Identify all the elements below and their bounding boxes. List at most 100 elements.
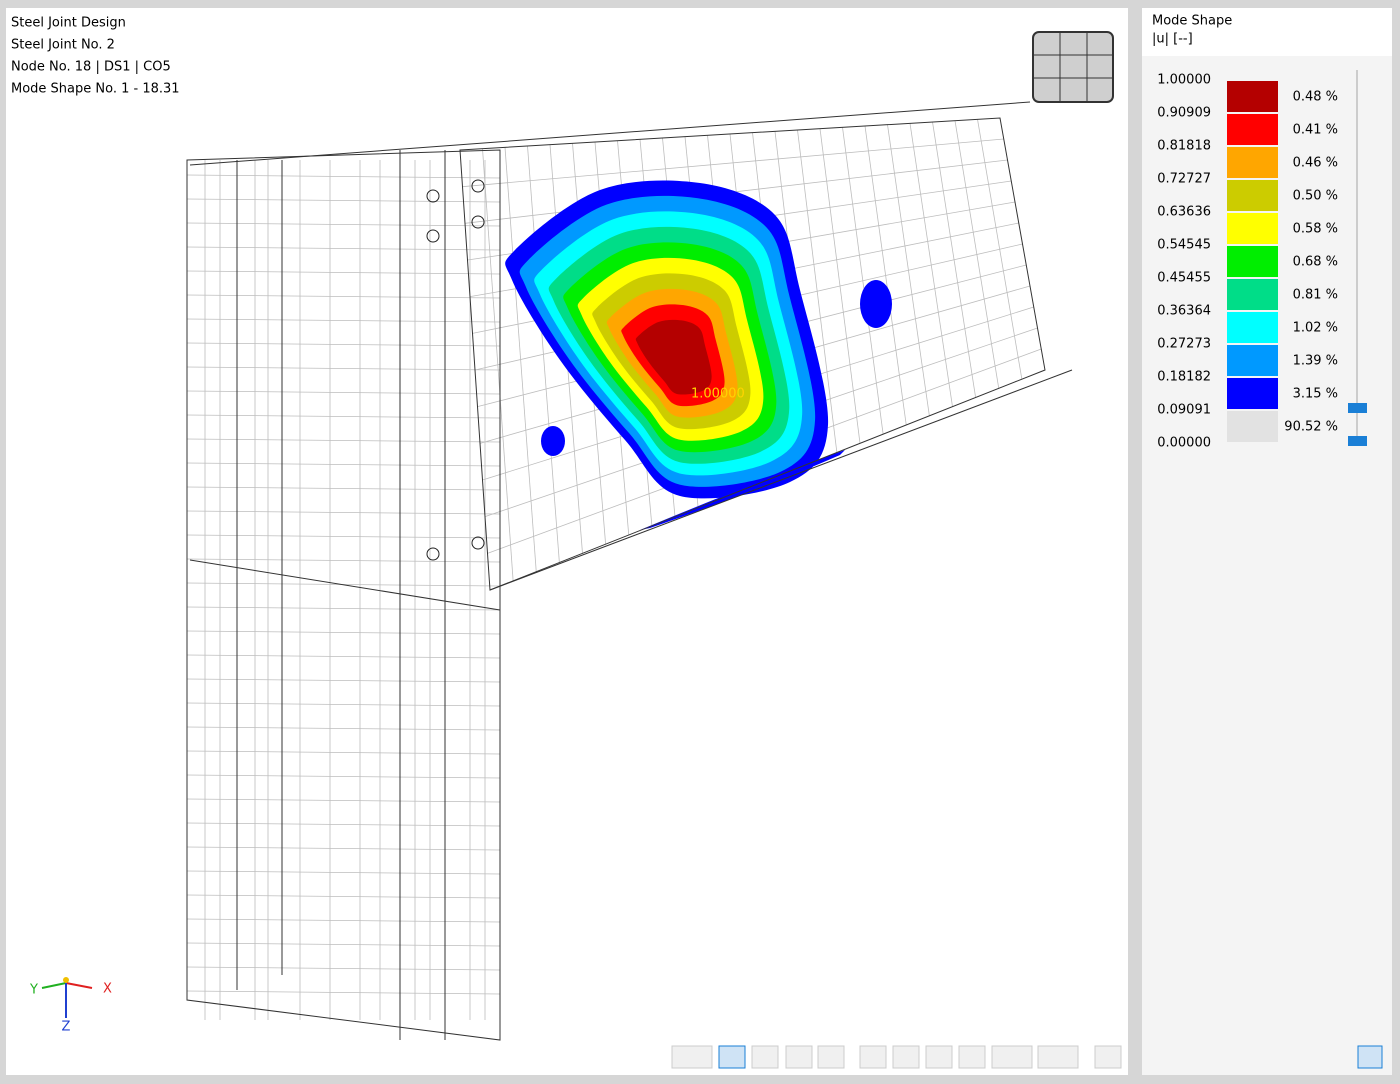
panel-unit: |u| [--] bbox=[1152, 32, 1193, 47]
info-line: Steel Joint No. 2 bbox=[11, 38, 115, 53]
legend-swatch bbox=[1227, 411, 1278, 442]
legend-percent: 3.15 % bbox=[1293, 387, 1338, 402]
toolbar-button[interactable] bbox=[751, 1045, 779, 1069]
axis-label: Y bbox=[29, 983, 38, 998]
legend-percent: 0.46 % bbox=[1293, 156, 1338, 171]
mesh-line bbox=[186, 942, 501, 947]
legend-value: 0.00000 bbox=[1157, 436, 1211, 451]
mesh-line bbox=[186, 990, 501, 995]
legend-percent: 1.02 % bbox=[1293, 321, 1338, 336]
contour-spot bbox=[860, 280, 892, 328]
mesh-line bbox=[462, 138, 1004, 188]
legend-swatch bbox=[1227, 180, 1278, 211]
contour-spot bbox=[541, 426, 565, 456]
mesh-line bbox=[186, 246, 501, 251]
legend-value: 0.18182 bbox=[1157, 370, 1211, 385]
mesh-line bbox=[186, 654, 501, 659]
legend-percent: 90.52 % bbox=[1284, 420, 1338, 435]
mesh-line bbox=[186, 222, 501, 227]
mesh-line bbox=[186, 798, 501, 803]
mesh-line bbox=[186, 318, 501, 323]
legend-swatch bbox=[1227, 114, 1278, 145]
legend-swatch bbox=[1227, 345, 1278, 376]
peak-label: 1.00000 bbox=[691, 387, 745, 402]
mesh-line bbox=[186, 918, 501, 923]
axis-label: Z bbox=[62, 1020, 71, 1035]
legend-percent: 0.81 % bbox=[1293, 288, 1338, 303]
mesh-line bbox=[186, 270, 501, 275]
mesh-line bbox=[186, 486, 501, 491]
mesh-line bbox=[186, 342, 501, 347]
legend-value: 0.72727 bbox=[1157, 172, 1211, 187]
legend-percent: 0.50 % bbox=[1293, 189, 1338, 204]
mesh-line bbox=[186, 774, 501, 779]
info-line: Node No. 18 | DS1 | CO5 bbox=[11, 60, 171, 75]
slider-handle[interactable] bbox=[1348, 403, 1367, 413]
toolbar-button[interactable] bbox=[718, 1045, 746, 1069]
panel-title: Mode Shape bbox=[1152, 14, 1232, 29]
panel-header bbox=[1142, 8, 1392, 56]
legend-percent: 0.68 % bbox=[1293, 255, 1338, 270]
toolbar-button[interactable] bbox=[925, 1045, 953, 1069]
mesh-line bbox=[186, 702, 501, 707]
mesh-line bbox=[186, 606, 501, 611]
axis-label: X bbox=[103, 982, 112, 997]
contour-band bbox=[635, 319, 712, 395]
mesh-line bbox=[186, 726, 501, 731]
legend-percent: 0.48 % bbox=[1293, 90, 1338, 105]
legend-swatch bbox=[1227, 279, 1278, 310]
toolbar-button[interactable] bbox=[1037, 1045, 1079, 1069]
mesh-line bbox=[186, 366, 501, 371]
toolbar-button[interactable] bbox=[958, 1045, 986, 1069]
legend-swatch bbox=[1227, 378, 1278, 409]
legend-value: 0.63636 bbox=[1157, 205, 1211, 220]
legend-swatch bbox=[1227, 81, 1278, 112]
legend-value: 0.54545 bbox=[1157, 238, 1211, 253]
contour bbox=[505, 180, 892, 530]
legend-percent: 0.58 % bbox=[1293, 222, 1338, 237]
toolbar-button[interactable] bbox=[785, 1045, 813, 1069]
edges bbox=[186, 101, 1073, 1041]
mesh-line bbox=[186, 750, 501, 755]
info-line: Mode Shape No. 1 - 18.31 bbox=[11, 82, 180, 97]
legend-percent: 0.41 % bbox=[1293, 123, 1338, 138]
info-line: Steel Joint Design bbox=[11, 16, 126, 31]
mesh-line bbox=[186, 846, 501, 851]
mesh-line bbox=[186, 894, 501, 899]
mesh-line bbox=[186, 822, 501, 827]
toolbar-button[interactable] bbox=[892, 1045, 920, 1069]
mesh-line bbox=[186, 462, 501, 467]
mesh-line bbox=[186, 534, 501, 539]
legend-value: 0.81818 bbox=[1157, 139, 1211, 154]
toolbar-button[interactable] bbox=[1094, 1045, 1122, 1069]
mesh-line bbox=[186, 438, 501, 443]
mesh-line bbox=[186, 678, 501, 683]
toolbar bbox=[671, 1045, 1122, 1069]
legend-swatch bbox=[1227, 246, 1278, 277]
mesh-line bbox=[186, 558, 501, 563]
view-cube[interactable] bbox=[1032, 31, 1114, 103]
legend-swatch bbox=[1227, 213, 1278, 244]
mesh-line bbox=[186, 870, 501, 875]
mesh-line bbox=[186, 174, 501, 179]
legend-value: 0.45455 bbox=[1157, 271, 1211, 286]
legend-value: 1.00000 bbox=[1157, 73, 1211, 88]
toolbar-button[interactable] bbox=[859, 1045, 887, 1069]
toolbar-button[interactable] bbox=[817, 1045, 845, 1069]
toolbar-button[interactable] bbox=[671, 1045, 713, 1069]
viewport bbox=[6, 8, 1128, 1075]
mesh-line bbox=[186, 414, 501, 419]
panel-settings-button[interactable] bbox=[1357, 1045, 1383, 1069]
legend-value: 0.36364 bbox=[1157, 304, 1211, 319]
legend-percent: 1.39 % bbox=[1293, 354, 1338, 369]
mesh-line bbox=[186, 966, 501, 971]
legend-swatch bbox=[1227, 312, 1278, 343]
mesh-line bbox=[186, 510, 501, 515]
toolbar-button[interactable] bbox=[991, 1045, 1033, 1069]
mesh-line bbox=[186, 390, 501, 395]
legend-value: 0.27273 bbox=[1157, 337, 1211, 352]
legend-swatch bbox=[1227, 147, 1278, 178]
slider-handle[interactable] bbox=[1348, 436, 1367, 446]
